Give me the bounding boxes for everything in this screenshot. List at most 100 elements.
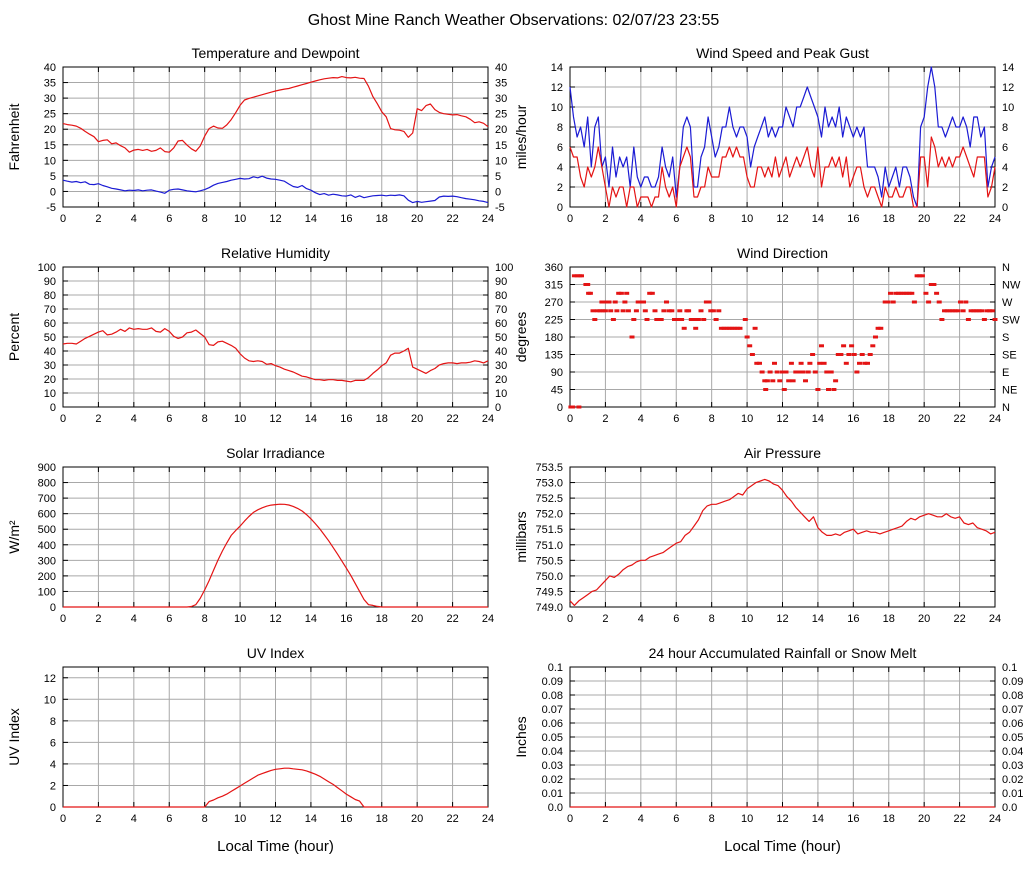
svg-text:20: 20 <box>918 813 930 825</box>
svg-text:15: 15 <box>44 140 56 152</box>
svg-text:5: 5 <box>495 171 501 183</box>
svg-text:0: 0 <box>567 613 573 625</box>
svg-text:0: 0 <box>50 602 56 614</box>
svg-text:135: 135 <box>545 350 563 362</box>
chart-title-relative-humidity: Relative Humidity <box>221 245 330 261</box>
svg-text:750.0: 750.0 <box>535 571 563 583</box>
svg-text:16: 16 <box>847 213 859 225</box>
svg-text:18: 18 <box>883 813 895 825</box>
chart-solar-irradiance: Solar Irradiance 0 2 4 6 8 10 12 14 16 18 20 22 24 0 1… <box>0 440 513 640</box>
svg-text:10: 10 <box>495 388 507 400</box>
solar-irradiance-plot: 0 2 4 6 8 10 12 14 16 18 20 22 240100200300400500600… <box>6 462 494 625</box>
svg-text:0.04: 0.04 <box>542 746 563 758</box>
svg-text:14: 14 <box>812 613 824 625</box>
svg-text:90: 90 <box>44 276 56 288</box>
svg-text:12: 12 <box>269 213 281 225</box>
svg-text:18: 18 <box>376 413 388 425</box>
svg-text:80: 80 <box>44 290 56 302</box>
svg-text:753.0: 753.0 <box>535 478 563 490</box>
svg-text:2: 2 <box>602 613 608 625</box>
svg-text:45: 45 <box>551 385 563 397</box>
svg-text:40: 40 <box>495 62 507 74</box>
svg-text:10: 10 <box>741 413 753 425</box>
svg-text:22: 22 <box>953 813 965 825</box>
svg-text:14: 14 <box>812 213 824 225</box>
chart-title-air-pressure: Air Pressure <box>743 445 822 461</box>
chart-title-temperature-dewpoint: Temperature and Dewpoint <box>191 45 360 61</box>
chart-title-rainfall: 24 hour Accumulated Rainfall or Snow Mel… <box>648 645 917 661</box>
svg-text:0.0: 0.0 <box>548 802 563 814</box>
svg-text:0: 0 <box>567 213 573 225</box>
svg-text:749.0: 749.0 <box>535 602 563 614</box>
svg-text:8: 8 <box>202 613 208 625</box>
svg-text:100: 100 <box>38 262 56 274</box>
svg-text:8: 8 <box>50 716 56 728</box>
svg-text:16: 16 <box>847 613 859 625</box>
svg-text:S: S <box>1002 332 1009 344</box>
svg-text:millibars: millibars <box>513 511 529 562</box>
svg-text:UV Index: UV Index <box>6 708 22 766</box>
svg-text:6: 6 <box>166 213 172 225</box>
svg-text:SW: SW <box>1002 315 1020 327</box>
svg-text:NW: NW <box>1002 280 1021 292</box>
svg-text:800: 800 <box>38 478 56 490</box>
svg-text:Fahrenheit: Fahrenheit <box>6 103 22 170</box>
svg-text:4: 4 <box>638 613 644 625</box>
svg-text:2: 2 <box>602 213 608 225</box>
svg-text:14: 14 <box>305 613 317 625</box>
svg-text:12: 12 <box>776 213 788 225</box>
svg-text:10: 10 <box>44 155 56 167</box>
svg-text:0.09: 0.09 <box>542 676 563 688</box>
svg-text:24: 24 <box>482 813 494 825</box>
svg-text:2: 2 <box>557 182 563 194</box>
svg-text:22: 22 <box>953 413 965 425</box>
svg-text:749.5: 749.5 <box>535 586 563 598</box>
svg-text:22: 22 <box>446 413 458 425</box>
svg-text:0: 0 <box>567 413 573 425</box>
svg-text:25: 25 <box>44 109 56 121</box>
svg-text:0: 0 <box>60 813 66 825</box>
svg-text:20: 20 <box>411 813 423 825</box>
chart-rainfall: 24 hour Accumulated Rainfall or Snow Mel… <box>513 640 1027 878</box>
svg-text:10: 10 <box>1002 102 1014 114</box>
svg-text:16: 16 <box>847 413 859 425</box>
svg-text:40: 40 <box>495 346 507 358</box>
svg-text:18: 18 <box>883 413 895 425</box>
svg-text:6: 6 <box>673 613 679 625</box>
svg-text:30: 30 <box>495 93 507 105</box>
svg-text:4: 4 <box>131 413 137 425</box>
svg-text:SE: SE <box>1002 350 1017 362</box>
svg-text:Local Time (hour): Local Time (hour) <box>217 838 334 855</box>
svg-text:90: 90 <box>495 276 507 288</box>
svg-text:15: 15 <box>495 140 507 152</box>
svg-text:5: 5 <box>50 171 56 183</box>
svg-text:20: 20 <box>411 413 423 425</box>
svg-text:22: 22 <box>446 613 458 625</box>
svg-text:18: 18 <box>883 613 895 625</box>
svg-text:6: 6 <box>673 213 679 225</box>
svg-text:35: 35 <box>44 78 56 90</box>
svg-text:2: 2 <box>50 780 56 792</box>
svg-text:8: 8 <box>1002 122 1008 134</box>
svg-text:-5: -5 <box>46 202 56 214</box>
svg-text:10: 10 <box>234 213 246 225</box>
svg-text:8: 8 <box>557 122 563 134</box>
svg-text:8: 8 <box>709 613 715 625</box>
svg-text:4: 4 <box>1002 162 1008 174</box>
svg-text:2: 2 <box>602 813 608 825</box>
svg-text:0: 0 <box>557 402 563 414</box>
svg-text:20: 20 <box>918 213 930 225</box>
svg-text:20: 20 <box>918 413 930 425</box>
svg-text:600: 600 <box>38 509 56 521</box>
svg-text:12: 12 <box>776 813 788 825</box>
svg-text:50: 50 <box>495 332 507 344</box>
svg-text:0.02: 0.02 <box>1002 774 1023 786</box>
svg-text:0: 0 <box>60 613 66 625</box>
svg-text:24: 24 <box>989 613 1001 625</box>
svg-text:0.06: 0.06 <box>1002 718 1023 730</box>
svg-text:10: 10 <box>44 388 56 400</box>
svg-text:18: 18 <box>376 813 388 825</box>
